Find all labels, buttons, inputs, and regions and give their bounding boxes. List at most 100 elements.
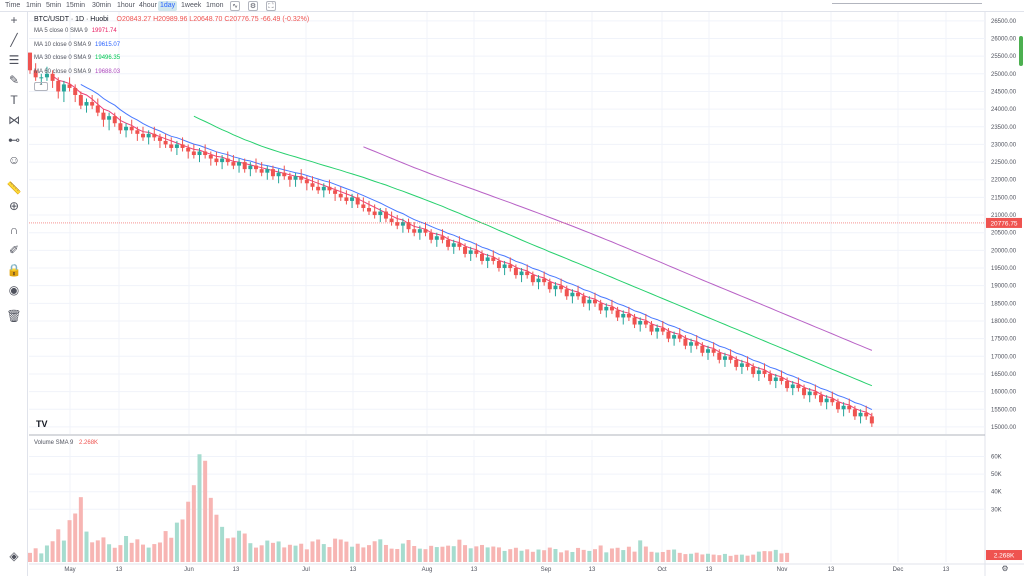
candle-body	[683, 338, 688, 346]
price-tick-label: 21000.00	[991, 213, 1017, 219]
volume-bar	[316, 539, 321, 562]
indicator-icon[interactable]: ∿	[230, 1, 240, 11]
layers-icon[interactable]: ◈	[9, 549, 19, 563]
candle-body	[293, 176, 298, 180]
trend-line-icon[interactable]: ╱	[10, 33, 18, 47]
timeframe-1mon[interactable]: 1mon	[206, 2, 224, 9]
volume-bar	[604, 552, 609, 562]
candle-body	[852, 409, 857, 417]
candle-body	[604, 306, 609, 311]
text-icon[interactable]: T	[10, 93, 18, 107]
time-tick-label: 13	[706, 567, 713, 573]
timeframe-1hour[interactable]: 1hour	[117, 2, 135, 9]
price-scale-scroll-thumb[interactable]	[1019, 36, 1023, 66]
ohlc-readout: O20843.27 H20989.96 L20648.70 C20776.75 …	[116, 16, 310, 23]
candle-body	[78, 94, 83, 106]
drawing-toolbar: + ╱ ☰ ✎ T ⋈ ⊷ ☺ 📏 ⊕ ∩ ✐ 🔒 ◉ 🗑 ◈	[0, 12, 28, 576]
volume-bar	[406, 540, 411, 562]
zoom-icon[interactable]: ⊕	[8, 199, 20, 213]
price-tick-label: 19500.00	[991, 266, 1017, 272]
magnet-icon[interactable]: ∩	[9, 223, 19, 237]
candle-body	[457, 243, 462, 247]
candle-body	[559, 285, 564, 290]
eye-icon[interactable]: ◉	[8, 283, 20, 297]
volume-bar	[378, 539, 383, 562]
candle-body	[28, 52, 32, 71]
candle-body	[706, 349, 710, 353]
candle-body	[689, 342, 694, 346]
candle-body	[33, 70, 38, 78]
candle-body	[638, 320, 643, 325]
timeframe-Time[interactable]: Time	[5, 2, 21, 9]
volume-bar	[609, 548, 614, 562]
timeframe-15min[interactable]: 15min	[66, 2, 86, 9]
trash-icon[interactable]: 🗑	[6, 309, 22, 323]
volume-bar	[304, 549, 309, 562]
volume-bar	[355, 543, 360, 562]
emoji-icon[interactable]: ☺	[7, 153, 21, 167]
volume-bar	[333, 538, 338, 562]
candle-body	[389, 218, 394, 223]
candle-body	[858, 412, 863, 417]
lock-icon[interactable]: 🔒	[6, 263, 22, 277]
candle-body	[90, 102, 95, 106]
candle-body	[180, 144, 185, 148]
fullscreen-icon[interactable]: ⛶	[266, 1, 276, 11]
volume-bar	[593, 549, 597, 562]
candle-body	[56, 80, 61, 92]
ma-legend-label: MA 10 close 0 SMA 9	[34, 41, 92, 48]
candle-body	[220, 158, 225, 163]
candle-body	[157, 137, 162, 141]
candle-body	[248, 165, 253, 170]
timeframe-1week[interactable]: 1week	[181, 2, 202, 9]
volume-bar	[90, 542, 95, 562]
pattern-icon[interactable]: ⋈	[8, 113, 20, 127]
candle-body	[412, 229, 417, 233]
candle-body	[310, 183, 315, 187]
timeframe-1day[interactable]: 1day	[158, 1, 178, 11]
candle-body	[864, 412, 869, 417]
ruler-icon[interactable]: 📏	[6, 181, 22, 195]
candle-body	[807, 391, 812, 396]
volume-bar	[338, 539, 343, 562]
volume-legend-value: 2.268K	[79, 440, 99, 446]
volume-bar	[321, 544, 326, 562]
timeframe-5min[interactable]: 5min	[46, 2, 62, 9]
volume-bar	[480, 544, 484, 562]
volume-bar	[282, 547, 287, 562]
volume-bar	[107, 544, 112, 562]
ma-line-5	[52, 75, 873, 417]
fib-icon[interactable]: ☰	[8, 53, 20, 67]
timeframe-30min[interactable]: 30min	[92, 2, 112, 9]
volume-bar	[446, 545, 451, 562]
volume-bar	[525, 549, 530, 562]
candle-body	[400, 222, 405, 226]
candle-body	[344, 197, 349, 201]
lock-drawing-icon[interactable]: ✐	[8, 243, 20, 257]
volume-value-badge	[986, 550, 1022, 561]
candle-body	[174, 144, 179, 148]
ma-legend-value: 19496.35	[95, 55, 121, 61]
candle-body	[564, 289, 569, 297]
volume-bar	[197, 454, 202, 562]
chart-settings-icon: ⚙	[1001, 564, 1008, 573]
candle-body	[434, 236, 439, 240]
volume-bar	[739, 554, 744, 562]
brush-icon[interactable]: ✎	[8, 73, 20, 87]
candle-body	[417, 229, 422, 233]
settings-icon[interactable]: ⚙	[248, 1, 258, 11]
candle-body	[61, 84, 66, 92]
candle-body	[355, 197, 360, 205]
measure-icon[interactable]: ⊷	[8, 133, 20, 147]
volume-bar	[570, 551, 575, 562]
timeframe-1min[interactable]: 1min	[26, 2, 42, 9]
candle-body	[525, 271, 530, 276]
volume-bar	[626, 546, 631, 562]
volume-bar	[400, 543, 405, 562]
candle-body	[378, 211, 383, 216]
crosshair-icon[interactable]: +	[10, 13, 18, 27]
volume-bar	[191, 485, 196, 562]
timeframe-4hour[interactable]: 4hour	[139, 2, 157, 9]
legend-collapse-button[interactable]: ⌃	[34, 82, 48, 91]
